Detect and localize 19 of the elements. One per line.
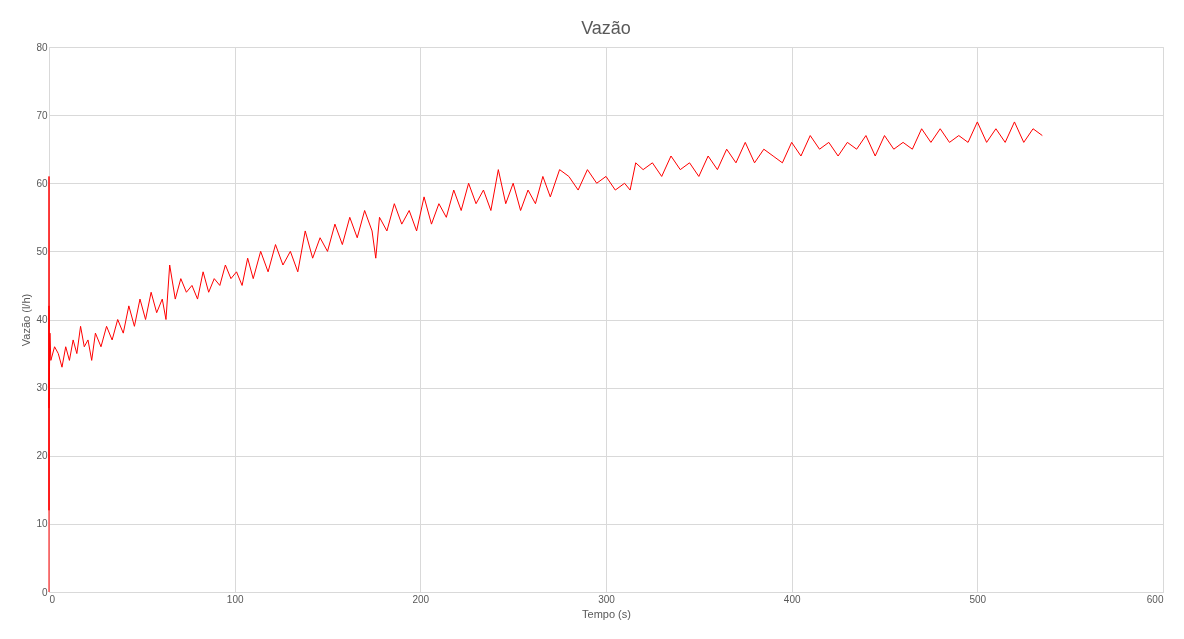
y-tick-label: 40 xyxy=(36,314,48,325)
line-series xyxy=(48,121,1043,593)
y-tick-label: 30 xyxy=(36,382,48,394)
x-tick-label: 200 xyxy=(412,593,430,605)
x-tick-label: 400 xyxy=(783,593,801,605)
x-tick-label: 500 xyxy=(969,593,987,605)
x-tick-label: 100 xyxy=(226,593,244,605)
x-tick-label: 300 xyxy=(598,593,616,605)
chart-title: Vazão xyxy=(581,18,631,38)
y-tick-label: 60 xyxy=(36,177,48,189)
y-tick-label: 80 xyxy=(36,41,48,53)
y-tick-label: 70 xyxy=(36,109,48,121)
x-tick-label: 600 xyxy=(1146,593,1164,605)
y-tick-label: 10 xyxy=(36,518,48,530)
x-axis-title: Tempo (s) xyxy=(582,607,631,620)
y-tick-label: 20 xyxy=(36,450,48,462)
y-tick-label: 50 xyxy=(36,245,48,257)
x-tick-label: 0 xyxy=(49,593,56,605)
y-axis-title: Vazão (l/h) xyxy=(20,293,33,347)
